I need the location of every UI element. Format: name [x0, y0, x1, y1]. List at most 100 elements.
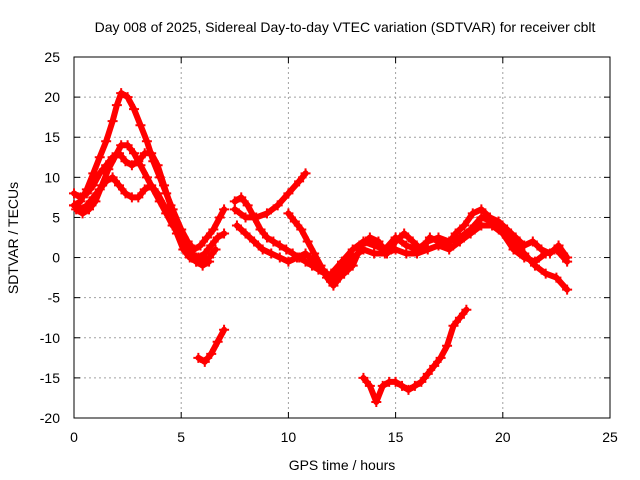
x-tick-label: 0 [70, 429, 78, 445]
data-point [94, 152, 105, 163]
series-trace [233, 222, 335, 281]
data-point [88, 192, 99, 203]
data-point [450, 228, 461, 239]
data-point [122, 92, 133, 103]
data-point [369, 248, 380, 259]
data-point [442, 340, 453, 351]
data-point [107, 152, 118, 163]
data-point [476, 212, 487, 223]
data-point [364, 232, 375, 243]
data-point [347, 260, 358, 271]
data-point [152, 188, 163, 199]
data-point [139, 184, 150, 195]
data-point [240, 228, 251, 239]
data-point [133, 156, 144, 167]
y-axis-ticks: -20 -15 -10 -5 0 5 10 15 20 25 [40, 49, 610, 426]
data-point [236, 192, 247, 203]
data-point [553, 240, 564, 251]
series-arc-d [69, 172, 221, 267]
series-arc-k [330, 204, 573, 283]
data-point [510, 232, 521, 243]
data-point [390, 376, 401, 387]
data-point [296, 224, 307, 235]
data-point [326, 268, 337, 279]
data-point [373, 236, 384, 247]
y-tick-label: 15 [44, 129, 60, 145]
data-point [283, 208, 294, 219]
data-point [94, 184, 105, 195]
data-point [397, 380, 408, 391]
data-point [165, 212, 176, 223]
data-point [377, 380, 388, 391]
data-point [101, 136, 112, 147]
data-point [120, 156, 131, 167]
data-point [422, 368, 433, 379]
data-point [133, 192, 144, 203]
y-tick-label: 5 [52, 209, 60, 225]
data-point [465, 228, 476, 239]
series-arc-j [326, 220, 573, 287]
data-point [135, 120, 146, 131]
data-point [467, 208, 478, 219]
data-point [326, 276, 337, 287]
data-point [283, 256, 294, 267]
data-point [257, 244, 268, 255]
series-trace [71, 90, 228, 253]
data-point [159, 200, 170, 211]
data-point [69, 200, 79, 211]
data-point [231, 220, 242, 231]
data-point [416, 244, 427, 255]
data-point [519, 240, 530, 251]
data-point [330, 272, 341, 283]
data-point [508, 244, 519, 255]
data-point [390, 236, 401, 247]
data-point [195, 240, 206, 251]
data-point [493, 216, 504, 227]
data-point [433, 236, 444, 247]
data-point [206, 240, 217, 251]
data-point [300, 256, 311, 267]
data-point [69, 188, 79, 199]
data-point [476, 204, 487, 215]
y-tick-label: 10 [44, 169, 60, 185]
data-point [454, 312, 465, 323]
data-point [461, 304, 472, 315]
data-point [184, 252, 195, 263]
plot-frame [73, 56, 611, 419]
data-point [551, 272, 562, 283]
data-point [287, 248, 298, 259]
data-point [212, 336, 223, 347]
data-point [294, 176, 305, 187]
data-point [210, 244, 221, 255]
data-point [229, 196, 240, 207]
data-point [300, 168, 311, 179]
series-trace [231, 170, 309, 221]
x-tick-label: 25 [602, 429, 618, 445]
data-point [219, 324, 230, 335]
series-arc-e [229, 168, 311, 223]
data-point [129, 104, 140, 115]
data-point [527, 236, 538, 247]
data-point [129, 148, 140, 159]
data-point [562, 252, 573, 263]
data-point [356, 240, 367, 251]
data-point [261, 232, 272, 243]
data-point [274, 240, 285, 251]
series-arc-l [193, 324, 230, 367]
data-point [208, 224, 219, 235]
data-point [347, 244, 358, 255]
data-point [214, 212, 225, 223]
data-point [536, 244, 547, 255]
data-point [266, 248, 277, 259]
data-point [339, 268, 350, 279]
data-point [529, 256, 540, 267]
data-point [399, 228, 410, 239]
data-point [429, 360, 440, 371]
data-point [358, 372, 369, 383]
data-point [146, 180, 157, 191]
data-point [199, 356, 210, 367]
data-point [281, 244, 292, 255]
data-point [300, 248, 311, 259]
data-point [544, 248, 555, 259]
data-point [448, 320, 459, 331]
